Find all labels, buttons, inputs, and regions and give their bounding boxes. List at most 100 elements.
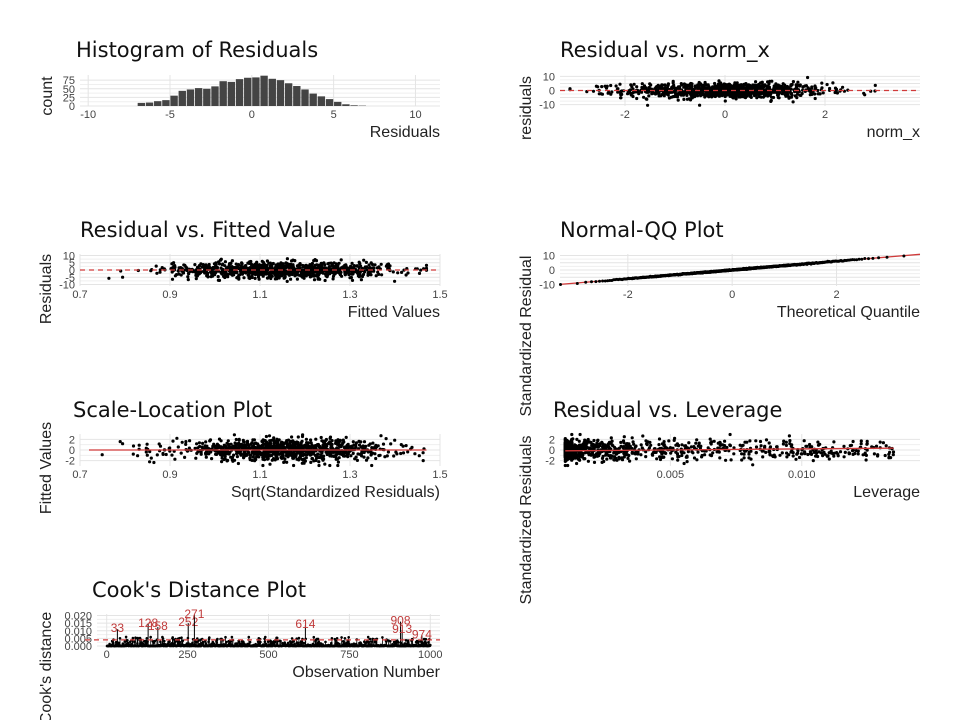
- data-point: [605, 84, 609, 88]
- data-point: [219, 257, 223, 261]
- data-point: [264, 272, 268, 276]
- data-point: [278, 445, 282, 449]
- histogram-bar: [342, 104, 350, 106]
- qq-title: Normal-QQ Plot: [560, 218, 724, 242]
- panel-residual-vs-leverage: Residual vs. Leverage 0.005 0.010-202 Lev…: [518, 398, 920, 605]
- data-point: [288, 272, 292, 276]
- data-point: [251, 455, 255, 459]
- data-point: [881, 441, 886, 445]
- data-point: [200, 445, 204, 449]
- data-point: [859, 442, 863, 446]
- data-point: [203, 444, 207, 448]
- data-point: [366, 273, 370, 277]
- data-point: [261, 463, 265, 468]
- data-point: [338, 438, 342, 442]
- data-point: [656, 90, 661, 94]
- data-point: [424, 263, 429, 267]
- data-point: [196, 446, 200, 450]
- data-point: [649, 443, 653, 447]
- data-point: [720, 93, 725, 97]
- data-point: [828, 86, 832, 91]
- data-point: [650, 91, 654, 95]
- data-point: [742, 456, 746, 460]
- histogram-bar: [145, 102, 154, 106]
- data-point: [689, 85, 693, 89]
- data-point: [666, 83, 670, 87]
- y-tick-label: 2: [69, 434, 75, 446]
- histogram-bar: [211, 86, 219, 106]
- data-point: [609, 454, 613, 458]
- data-point: [754, 83, 758, 87]
- data-point: [635, 85, 639, 89]
- data-point: [343, 266, 348, 270]
- histogram-bar: [178, 90, 186, 106]
- data-point: [261, 274, 265, 278]
- data-point: [640, 446, 644, 450]
- histogram-bar: [252, 77, 260, 106]
- histogram-bar: [170, 95, 178, 106]
- data-point: [309, 445, 313, 449]
- data-point: [616, 87, 620, 91]
- data-point: [658, 455, 662, 459]
- data-point: [183, 455, 187, 459]
- data-point: [391, 270, 395, 274]
- data-point: [404, 273, 408, 277]
- data-point: [173, 274, 177, 278]
- data-point: [229, 442, 233, 446]
- data-point: [832, 454, 836, 458]
- data-point: [276, 452, 280, 456]
- data-point: [237, 263, 241, 267]
- data-point: [671, 95, 675, 99]
- data-point: [344, 435, 348, 439]
- data-point: [312, 278, 317, 282]
- data-point: [395, 452, 399, 456]
- data-point: [241, 266, 245, 270]
- x-tick-label: 2: [833, 289, 839, 301]
- data-point: [609, 92, 613, 96]
- data-point: [183, 263, 187, 267]
- data-point: [204, 263, 208, 267]
- data-point: [584, 280, 588, 284]
- data-point: [268, 462, 272, 466]
- data-point: [711, 451, 715, 455]
- data-point: [279, 263, 283, 267]
- data-point: [399, 451, 403, 456]
- data-point: [596, 85, 600, 89]
- data-point: [902, 254, 906, 258]
- data-point: [280, 456, 284, 460]
- data-point: [679, 82, 683, 86]
- data-point: [305, 264, 309, 268]
- y-tick-label: 0: [69, 265, 75, 277]
- data-point: [806, 75, 810, 80]
- data-point: [689, 445, 694, 449]
- data-point: [332, 454, 336, 458]
- data-point: [774, 88, 778, 92]
- histogram-bar: [186, 89, 195, 106]
- data-point: [628, 459, 632, 463]
- data-point: [813, 92, 817, 96]
- data-point: [288, 441, 292, 445]
- data-point: [343, 272, 347, 276]
- data-point: [222, 271, 226, 275]
- data-point: [201, 441, 205, 445]
- data-point: [631, 94, 635, 99]
- data-point: [632, 442, 636, 446]
- data-point: [891, 453, 895, 457]
- histogram-bar: [276, 80, 285, 106]
- data-point: [322, 454, 326, 458]
- data-point: [763, 89, 767, 93]
- data-point: [662, 440, 666, 444]
- data-point: [780, 451, 784, 455]
- data-point: [291, 264, 295, 268]
- data-point: [176, 445, 180, 449]
- data-point: [242, 276, 246, 280]
- data-point: [791, 100, 795, 104]
- data-point: [217, 451, 221, 455]
- data-point: [618, 82, 622, 86]
- data-point: [698, 103, 702, 107]
- data-point: [222, 445, 226, 449]
- data-point: [242, 270, 246, 274]
- data-point: [865, 439, 869, 443]
